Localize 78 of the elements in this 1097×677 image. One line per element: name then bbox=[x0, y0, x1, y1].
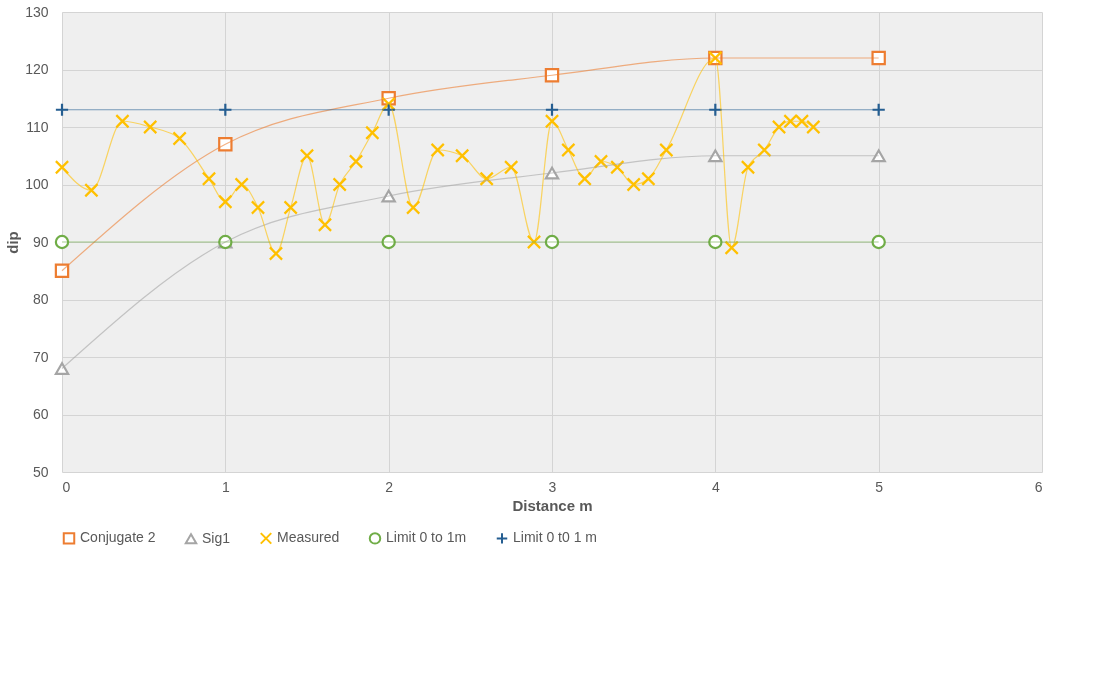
point bbox=[172, 131, 187, 146]
point bbox=[757, 142, 772, 158]
point bbox=[218, 102, 233, 117]
point bbox=[365, 125, 380, 140]
point bbox=[218, 137, 233, 152]
point bbox=[771, 119, 787, 135]
point bbox=[626, 177, 641, 192]
point bbox=[708, 149, 723, 163]
point bbox=[317, 217, 333, 232]
point bbox=[381, 189, 396, 203]
x-tick-label: 4 bbox=[711, 478, 720, 495]
y-tick-label: 110 bbox=[26, 118, 49, 135]
x-tick-label: 1 bbox=[221, 478, 230, 495]
point bbox=[610, 160, 625, 175]
point bbox=[577, 171, 592, 186]
legend-label: Limit 0 t0 1 m bbox=[513, 529, 598, 546]
point bbox=[201, 171, 217, 186]
point bbox=[454, 148, 470, 163]
point bbox=[659, 142, 674, 158]
point bbox=[84, 183, 99, 198]
y-tick-label: 60 bbox=[32, 406, 49, 422]
point bbox=[871, 234, 886, 250]
point bbox=[871, 149, 886, 163]
point bbox=[708, 102, 723, 117]
point bbox=[526, 234, 542, 250]
point bbox=[503, 160, 519, 175]
point bbox=[724, 240, 739, 255]
point bbox=[479, 171, 494, 186]
y-tick-label: 100 bbox=[25, 176, 49, 192]
y-tick-label: 90 bbox=[32, 233, 49, 250]
x-tick-label: 5 bbox=[875, 478, 884, 495]
point bbox=[348, 154, 364, 169]
point bbox=[54, 263, 70, 278]
point bbox=[54, 102, 70, 117]
legend-label: Limit 0 to 1m bbox=[386, 529, 467, 546]
point bbox=[142, 119, 158, 135]
point bbox=[268, 246, 284, 261]
legend-label: Measured bbox=[277, 529, 340, 546]
point bbox=[54, 160, 70, 175]
point bbox=[871, 50, 886, 66]
x-tick-label: 2 bbox=[385, 478, 394, 495]
point bbox=[544, 234, 560, 250]
point bbox=[740, 160, 756, 175]
y-tick-label: 70 bbox=[32, 348, 49, 365]
point bbox=[544, 68, 560, 83]
point bbox=[381, 102, 396, 117]
point bbox=[871, 102, 886, 117]
point bbox=[332, 177, 347, 192]
legend-label: Sig1 bbox=[202, 529, 231, 546]
y-tick-label: 80 bbox=[32, 291, 49, 307]
point bbox=[115, 114, 130, 129]
y-tick-label: 50 bbox=[32, 463, 49, 480]
point bbox=[381, 234, 396, 250]
x-axis-title: Distance m bbox=[512, 496, 593, 514]
point bbox=[806, 119, 821, 135]
point bbox=[561, 142, 576, 158]
x-tick-label: 3 bbox=[548, 478, 557, 495]
point bbox=[430, 142, 445, 158]
x-tick-label: 6 bbox=[1034, 478, 1043, 495]
point bbox=[299, 148, 315, 163]
point bbox=[250, 200, 266, 215]
point bbox=[593, 154, 609, 169]
point bbox=[381, 96, 396, 112]
point bbox=[544, 102, 560, 117]
point bbox=[405, 200, 421, 215]
point bbox=[283, 200, 298, 215]
point bbox=[544, 114, 560, 129]
point bbox=[234, 177, 249, 192]
point bbox=[641, 171, 656, 186]
y-tick-label: 130 bbox=[25, 3, 49, 20]
point bbox=[218, 194, 233, 209]
y-tick-label: 120 bbox=[25, 61, 49, 77]
legend-label: Conjugate 2 bbox=[80, 529, 156, 546]
point bbox=[544, 166, 560, 180]
point bbox=[54, 234, 70, 250]
point bbox=[708, 234, 723, 250]
x-tick-label: 0 bbox=[62, 478, 71, 495]
y-axis-title: dip bbox=[4, 231, 22, 254]
